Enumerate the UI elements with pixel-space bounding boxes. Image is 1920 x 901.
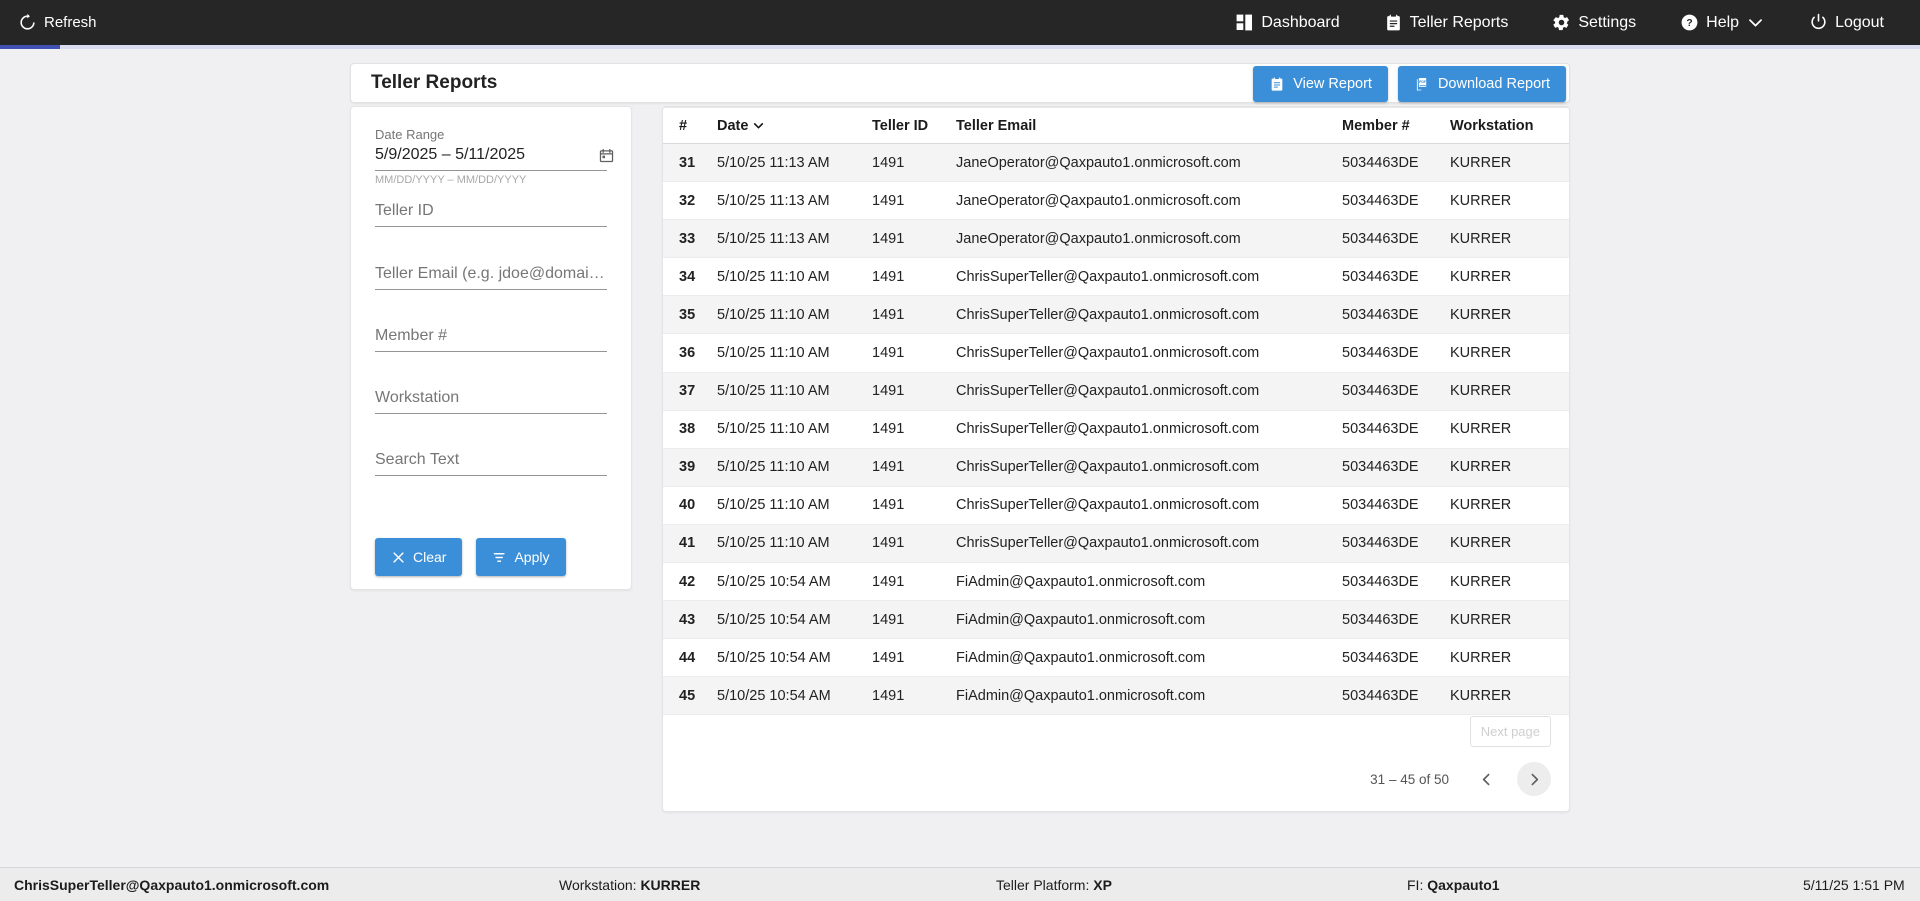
svg-text:?: ? bbox=[1687, 18, 1693, 29]
svg-text:PDF: PDF bbox=[1419, 80, 1427, 84]
